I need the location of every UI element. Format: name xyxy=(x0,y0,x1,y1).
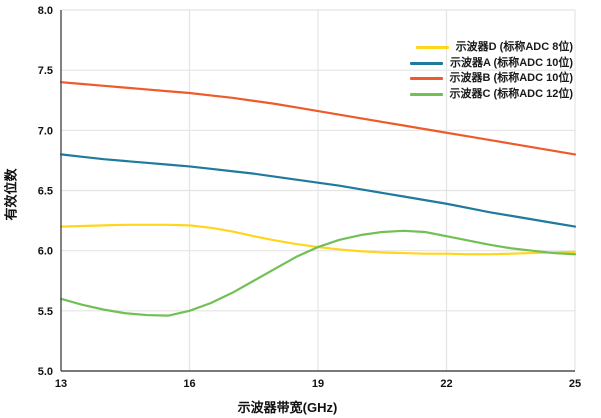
series-line xyxy=(59,153,577,228)
legend: 示波器D (标称ADC 8位) 示波器A (标称ADC 10位) 示波器B (标称A… xyxy=(409,40,573,103)
y-tick-label: 6.0 xyxy=(38,246,53,258)
x-tick-label: 19 xyxy=(312,378,324,390)
legend-label: 示波器C (标称ADC 12位) xyxy=(449,87,573,100)
x-axis-title: 示波器带宽(GHz) xyxy=(237,400,338,415)
y-tick-label: 6.5 xyxy=(38,186,53,198)
legend-item: 示波器B (标称ADC 10位) xyxy=(409,71,573,87)
x-tick-label: 13 xyxy=(55,378,67,390)
legend-item: 示波器A (标称ADC 10位) xyxy=(409,56,573,72)
legend-swatch xyxy=(415,46,449,50)
legend-label: 示波器D (标称ADC 8位) xyxy=(455,41,573,54)
y-tick-label: 7.5 xyxy=(38,65,53,77)
axis-spines xyxy=(60,10,575,372)
legend-swatch xyxy=(409,77,443,81)
y-tick-label: 8.0 xyxy=(38,5,53,17)
legend-item: 示波器D (标称ADC 8位) xyxy=(410,40,573,56)
legend-swatch xyxy=(409,92,443,96)
legend-label: 示波器A (标称ADC 10位) xyxy=(449,56,573,69)
series-line xyxy=(59,81,577,156)
series-line xyxy=(59,229,577,317)
y-tick-label: 5.5 xyxy=(38,306,53,318)
y-tick-label: 7.0 xyxy=(38,125,53,137)
y-axis-title: 有效位数 xyxy=(3,168,19,221)
series-lines xyxy=(59,81,577,317)
tick-labels: 5.0 5.5 6.0 6.5 7.0 7.5 8.0 13 16 19 22 25 xyxy=(38,5,581,390)
x-tick-label: 22 xyxy=(440,378,452,390)
legend-item: 示波器C (标称ADC 12位) xyxy=(409,87,573,103)
legend-label: 示波器B (标称ADC 10位) xyxy=(449,72,573,85)
y-tick-label: 5.0 xyxy=(38,366,53,378)
x-tick-label: 16 xyxy=(183,378,195,390)
gridlines xyxy=(61,9,576,371)
legend-swatch xyxy=(409,61,443,65)
x-tick-label: 25 xyxy=(569,378,581,390)
